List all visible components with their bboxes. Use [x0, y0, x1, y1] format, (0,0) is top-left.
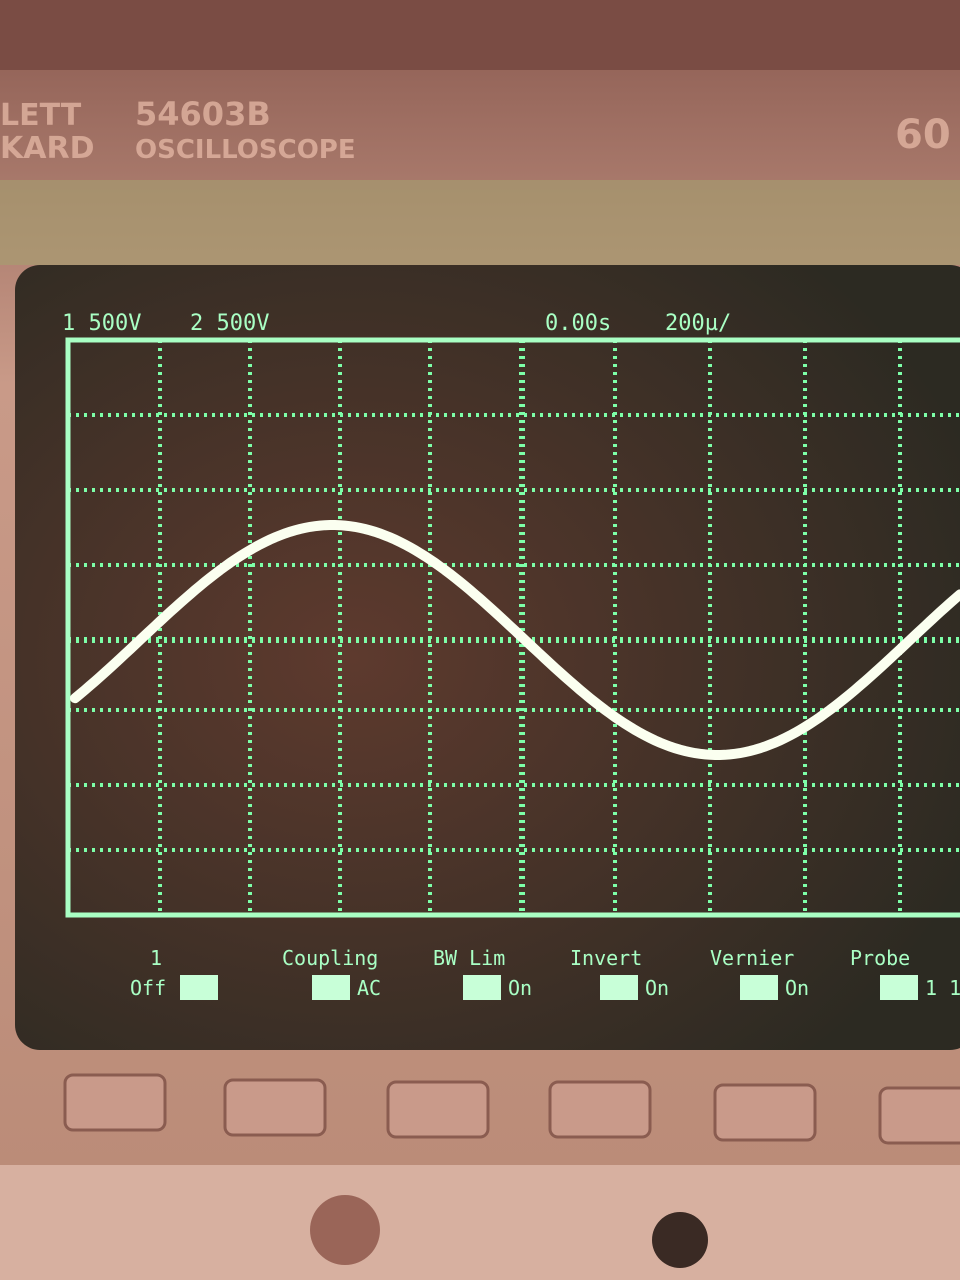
- brand-bottom: KARD: [0, 131, 94, 166]
- softkey-indicator: [880, 975, 918, 1000]
- product: OSCILLOSCOPE: [135, 135, 356, 165]
- top-edge: [0, 0, 960, 70]
- softkey-indicator: [180, 975, 218, 1000]
- softkey-label: Vernier: [710, 946, 794, 970]
- softkey-label: 1: [150, 946, 162, 970]
- softkey-option: On: [645, 976, 669, 1000]
- softkey-option: 1 10 100: [925, 976, 960, 1000]
- softkey-option: AC: [357, 976, 381, 1000]
- softkey-button[interactable]: [223, 1078, 327, 1137]
- softkey-label: BW Lim: [433, 946, 505, 970]
- lower-panel: [0, 1165, 960, 1280]
- softkey-buttons: [63, 1073, 960, 1145]
- time-offset: 0.00s: [545, 311, 611, 336]
- model: 54603B: [135, 95, 271, 133]
- softkey-label: Invert: [570, 946, 642, 970]
- time-base: 200µ/: [665, 311, 731, 336]
- softkey-indicator: [463, 975, 501, 1000]
- softkey-button[interactable]: [63, 1073, 167, 1132]
- softkey-label: Probe: [850, 946, 910, 970]
- softkey-button[interactable]: [548, 1080, 652, 1139]
- waveform: [70, 520, 960, 760]
- knob[interactable]: [310, 1195, 380, 1265]
- graticule-border: [65, 337, 960, 918]
- softkey-option: Off: [130, 976, 166, 1000]
- brand-top: LETT: [0, 98, 82, 133]
- connector: [652, 1212, 708, 1268]
- right-label: 60: [895, 112, 951, 158]
- bezel-glow: [0, 180, 960, 265]
- softkey-button[interactable]: [878, 1086, 960, 1145]
- channel-2-scale: 2 500V: [190, 311, 269, 336]
- softkey-label: Coupling: [282, 946, 378, 970]
- softkey-button[interactable]: [713, 1083, 817, 1142]
- softkey-option: On: [785, 976, 809, 1000]
- softkey-indicator: [740, 975, 778, 1000]
- softkey-indicator: [312, 975, 350, 1000]
- softkey-button[interactable]: [386, 1080, 490, 1139]
- softkey-option: On: [508, 976, 532, 1000]
- softkey-indicator: [600, 975, 638, 1000]
- screen: [15, 265, 960, 1050]
- channel-1-scale: 1 500V: [62, 311, 141, 336]
